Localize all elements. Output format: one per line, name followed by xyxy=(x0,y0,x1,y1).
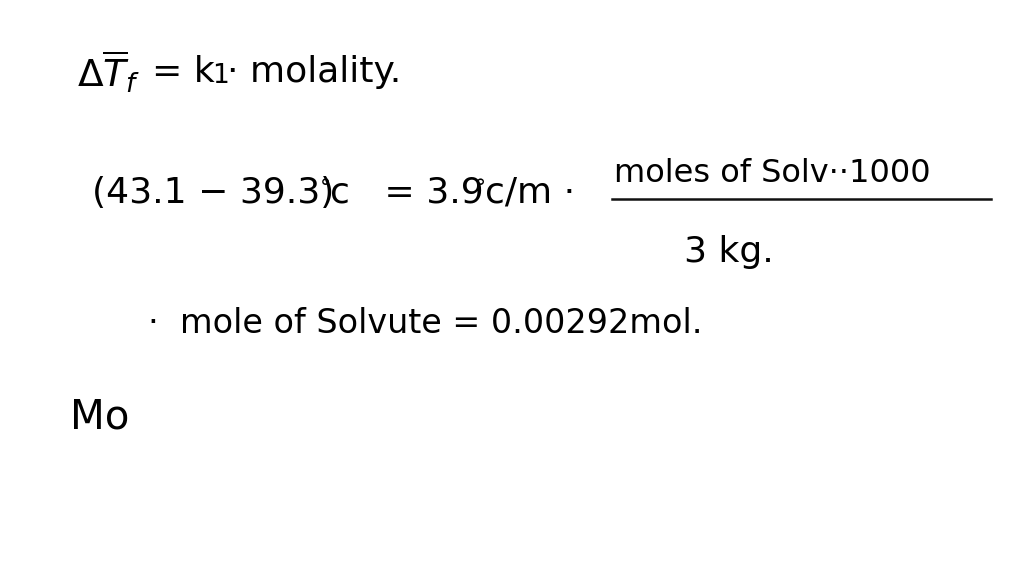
Text: 1: 1 xyxy=(212,63,228,89)
Text: $\Delta \overline{T}_f$: $\Delta \overline{T}_f$ xyxy=(77,49,140,95)
Text: moles of Solv··1000: moles of Solv··1000 xyxy=(614,158,931,190)
Text: ·  mole of Solvute = 0.00292mol.: · mole of Solvute = 0.00292mol. xyxy=(148,307,703,340)
Text: · molality.: · molality. xyxy=(227,55,401,89)
Text: c/m ·: c/m · xyxy=(485,176,575,210)
Text: 3 kg.: 3 kg. xyxy=(684,235,774,270)
Text: (43.1 − 39.3): (43.1 − 39.3) xyxy=(92,176,335,210)
Text: °: ° xyxy=(475,178,486,198)
Text: = k: = k xyxy=(152,55,214,89)
Text: Mo: Mo xyxy=(70,397,129,438)
Text: c   = 3.9: c = 3.9 xyxy=(330,176,483,210)
Text: °: ° xyxy=(319,178,331,198)
